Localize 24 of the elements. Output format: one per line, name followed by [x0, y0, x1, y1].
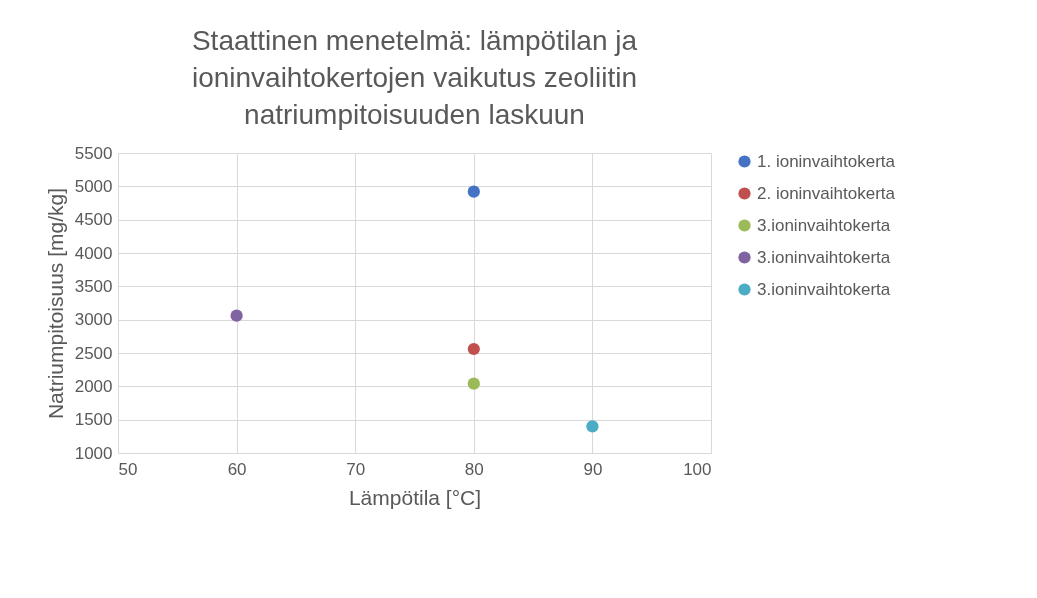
- legend-label: 3.ioninvaihtokerta: [757, 215, 891, 235]
- y-tick-label: 1000: [74, 443, 113, 463]
- y-tick-label: 5500: [74, 143, 113, 163]
- y-axis-title: Natriumpitoisuus [mg/kg]: [43, 187, 67, 420]
- legend-label: 1. ioninvaihtokerta: [757, 151, 896, 171]
- legend-label: 3.ioninvaihtokerta: [757, 247, 891, 267]
- legend-label: 2. ioninvaihtokerta: [757, 183, 896, 203]
- x-tick-label: 90: [583, 459, 603, 479]
- x-axis-title: Lämpötila [°C]: [348, 485, 482, 509]
- y-tick-label: 1500: [74, 410, 113, 430]
- x-tick-label: 60: [227, 459, 247, 479]
- y-tick-label: 3000: [74, 310, 113, 330]
- x-tick-label: 50: [118, 459, 138, 479]
- y-tick-label: 4000: [74, 243, 113, 263]
- x-tick-label: 70: [346, 459, 366, 479]
- y-tick-label: 4500: [74, 210, 113, 230]
- y-tick-label: 2000: [74, 376, 113, 396]
- y-tick-label: 3500: [74, 276, 113, 296]
- y-tick-label: 2500: [74, 343, 113, 363]
- legend-label: 3.ioninvaihtokerta: [757, 279, 891, 299]
- y-tick-label: 5000: [74, 176, 113, 196]
- chart-title: Staattinen menetelmä: lämpötilan ja ioninvaihtokertojen vaikutus zeoliitin natriumpitoisuuden laskuun: [191, 25, 638, 130]
- x-tick-label: 100: [683, 459, 712, 479]
- x-tick-label: 80: [464, 459, 484, 479]
